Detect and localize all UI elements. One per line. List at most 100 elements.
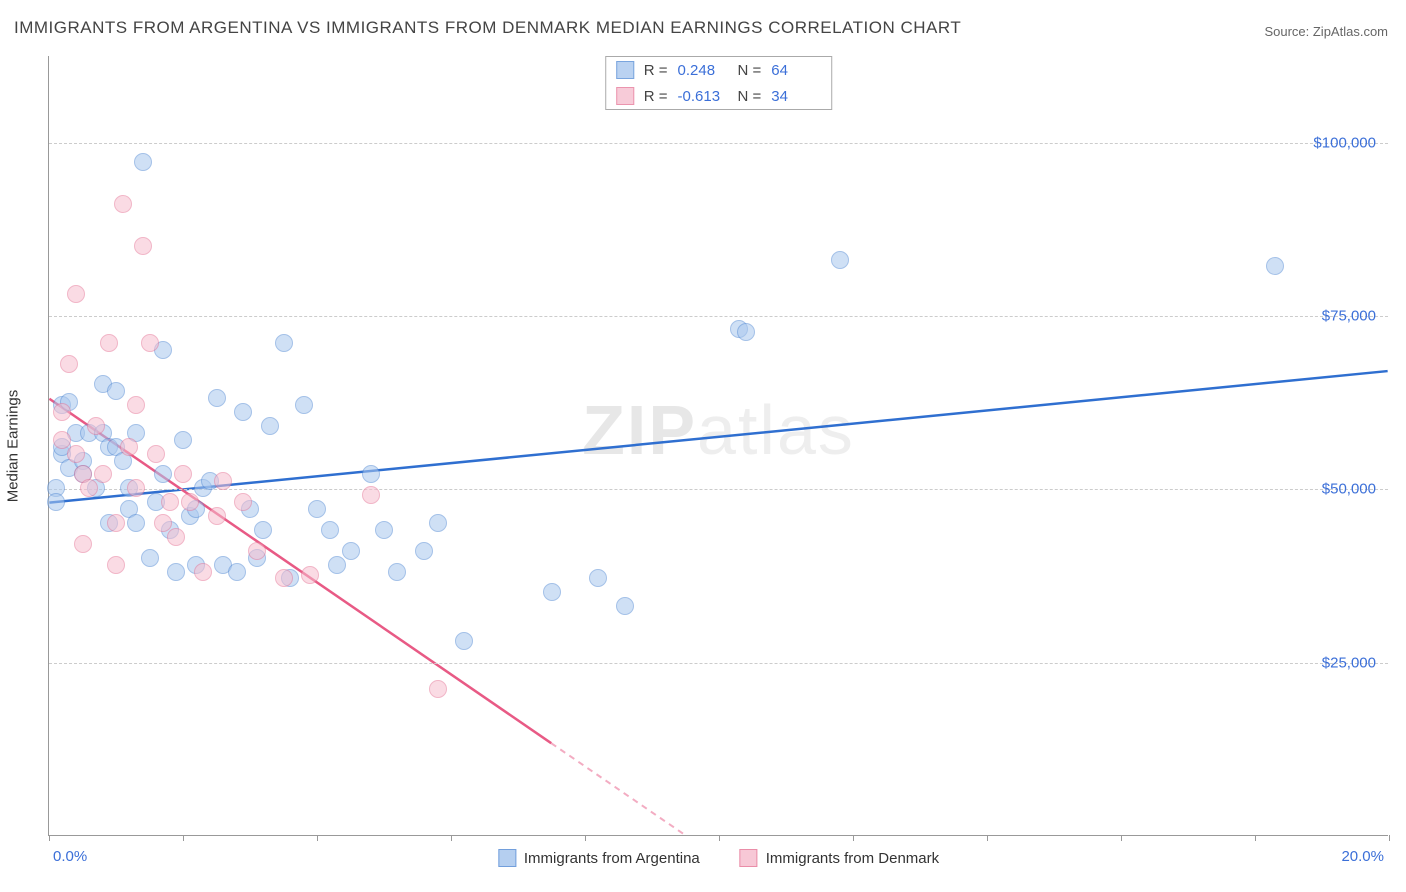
gridline [49, 143, 1388, 144]
denmark-legend-swatch-icon [740, 849, 758, 867]
argentina-point [321, 521, 339, 539]
argentina-point [174, 431, 192, 449]
argentina-point [455, 632, 473, 650]
argentina-point [737, 323, 755, 341]
denmark-point [67, 285, 85, 303]
denmark-point [234, 493, 252, 511]
argentina-point [415, 542, 433, 560]
y-tick-label: $100,000 [1313, 134, 1376, 151]
chart-plot-area: Median Earnings ZIPatlas R =0.248N =64R … [48, 56, 1388, 836]
denmark-point [107, 514, 125, 532]
trend-lines-layer [49, 56, 1388, 835]
argentina-point [616, 597, 634, 615]
x-tick [987, 835, 988, 841]
argentina-point [167, 563, 185, 581]
denmark-point [127, 479, 145, 497]
x-tick [585, 835, 586, 841]
x-axis-max-label: 20.0% [1341, 848, 1384, 865]
gridline [49, 489, 1388, 490]
denmark-point [141, 334, 159, 352]
argentina-point [127, 514, 145, 532]
x-tick [49, 835, 50, 841]
stats-row-argentina: R =0.248N =64 [606, 57, 832, 83]
argentina-point [295, 396, 313, 414]
correlation-stats-legend: R =0.248N =64R =-0.613N =34 [605, 56, 833, 110]
legend-item-argentina: Immigrants from Argentina [498, 849, 700, 867]
r-label: R = [644, 62, 668, 79]
legend-label: Immigrants from Argentina [524, 850, 700, 867]
x-tick [1389, 835, 1390, 841]
argentina-point [831, 251, 849, 269]
denmark-point [87, 417, 105, 435]
denmark-point [107, 556, 125, 574]
denmark-point [53, 403, 71, 421]
argentina-point [308, 500, 326, 518]
argentina-point [275, 334, 293, 352]
denmark-point [161, 493, 179, 511]
denmark-point [174, 465, 192, 483]
x-tick [451, 835, 452, 841]
denmark-point [147, 445, 165, 463]
denmark-point [60, 355, 78, 373]
argentina-point [47, 493, 65, 511]
denmark-point [248, 542, 266, 560]
stats-row-denmark: R = -0.613 N = 34 [606, 83, 832, 109]
denmark-point [181, 493, 199, 511]
denmark-point [114, 195, 132, 213]
n-label: N = [738, 88, 762, 105]
watermark: ZIPatlas [582, 390, 855, 470]
x-tick [719, 835, 720, 841]
n-value: 64 [771, 62, 821, 79]
denmark-point [74, 535, 92, 553]
denmark-point [120, 438, 138, 456]
n-label: N = [738, 62, 762, 79]
x-tick [1255, 835, 1256, 841]
y-tick-label: $25,000 [1322, 654, 1376, 671]
x-tick [1121, 835, 1122, 841]
r-value: -0.613 [678, 88, 728, 105]
source-attribution: Source: ZipAtlas.com [1264, 24, 1388, 39]
argentina-point [228, 563, 246, 581]
denmark-point [214, 472, 232, 490]
argentina-point [234, 403, 252, 421]
argentina-point [342, 542, 360, 560]
r-label: R = [644, 88, 668, 105]
chart-title: IMMIGRANTS FROM ARGENTINA VS IMMIGRANTS … [14, 18, 961, 38]
denmark-point [275, 569, 293, 587]
legend-item-denmark: Immigrants from Denmark [740, 849, 939, 867]
denmark-point [134, 237, 152, 255]
denmark-point [362, 486, 380, 504]
gridline [49, 316, 1388, 317]
denmark-point [194, 563, 212, 581]
denmark-point [429, 680, 447, 698]
argentina-point [208, 389, 226, 407]
argentina-point [362, 465, 380, 483]
argentina-point [375, 521, 393, 539]
x-axis-min-label: 0.0% [53, 848, 87, 865]
argentina-point [589, 569, 607, 587]
argentina-swatch-icon [616, 61, 634, 79]
denmark-point [100, 334, 118, 352]
x-tick [317, 835, 318, 841]
series-legend: Immigrants from Argentina Immigrants from… [498, 849, 939, 867]
argentina-point [254, 521, 272, 539]
argentina-point [543, 583, 561, 601]
argentina-legend-swatch-icon [498, 849, 516, 867]
argentina-point [1266, 257, 1284, 275]
argentina-point [328, 556, 346, 574]
denmark-point [127, 396, 145, 414]
denmark-swatch-icon [616, 87, 634, 105]
argentina-point [154, 465, 172, 483]
denmark-point [301, 566, 319, 584]
x-tick [853, 835, 854, 841]
y-tick-label: $50,000 [1322, 481, 1376, 498]
n-value: 34 [771, 88, 821, 105]
gridline [49, 663, 1388, 664]
denmark-point [67, 445, 85, 463]
argentina-point [107, 382, 125, 400]
denmark-point [80, 479, 98, 497]
denmark-point [208, 507, 226, 525]
argentina-point [141, 549, 159, 567]
y-axis-title: Median Earnings [5, 389, 22, 502]
x-tick [183, 835, 184, 841]
